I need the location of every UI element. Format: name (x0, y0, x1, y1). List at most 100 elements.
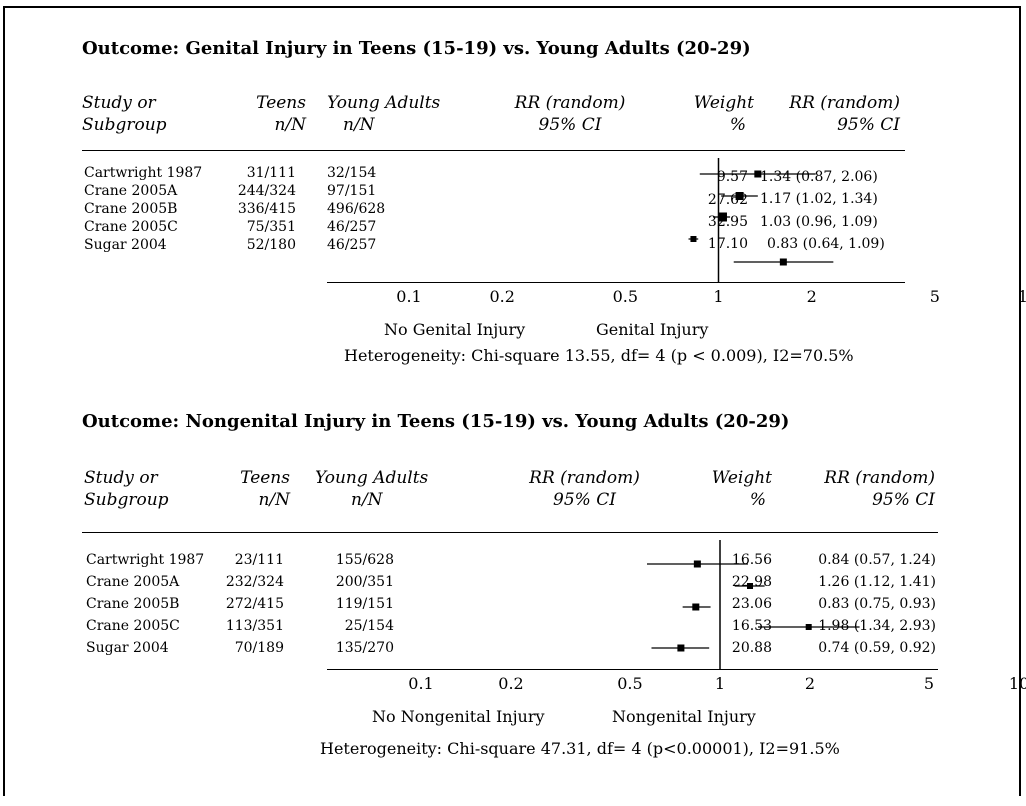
header-study: Study or Subgroup (84, 467, 169, 511)
header-adults-line2: n/N (351, 490, 383, 510)
header-study-line1: Study or (84, 468, 158, 488)
tick-label: 5 (930, 287, 940, 306)
header-teens: Teens n/N (220, 467, 290, 511)
header-rr-text-line1: RR (random) (789, 93, 900, 113)
adults-count: 97/151 (327, 183, 377, 199)
teens-count: 336/415 (237, 201, 296, 217)
header-rr-text-line1: RR (random) (824, 468, 935, 488)
adults-count: 32/154 (327, 165, 377, 181)
header-rr-plot-line2: 95% CI (553, 490, 616, 510)
header-weight-line2: % (749, 490, 766, 510)
header-weight-line2: % (729, 115, 746, 135)
effect-marker (693, 560, 701, 568)
tick-label: 10 (1009, 674, 1026, 693)
tick-label: 2 (805, 674, 815, 693)
adults-count: 135/270 (335, 640, 394, 656)
teens-count: 232/324 (225, 574, 284, 590)
tick-label: 1 (713, 287, 723, 306)
header-rule (82, 532, 938, 533)
tick-label: 10 (1018, 287, 1026, 306)
study-name: Cartwright 1987 (84, 165, 203, 181)
header-adults: Young Adults n/N (327, 92, 440, 136)
favours-right-label: Genital Injury (596, 320, 709, 339)
teens-count: 272/415 (225, 596, 284, 612)
effect-marker (677, 644, 685, 652)
adults-count: 46/257 (327, 237, 377, 253)
effect-marker (690, 236, 697, 242)
rr-ci-text: 1.26 (1.12, 1.41) (818, 574, 936, 590)
adults-count: 25/154 (344, 618, 394, 634)
header-teens-line1: Teens (240, 468, 290, 488)
study-name: Sugar 2004 (84, 237, 167, 253)
weight-value: 23.06 (731, 596, 772, 612)
study-name: Crane 2005C (84, 219, 178, 235)
favours-left-label: No Genital Injury (384, 320, 526, 339)
tick-label: 0.2 (489, 287, 514, 306)
teens-count: 244/324 (237, 183, 296, 199)
teens-count: 23/111 (234, 552, 284, 568)
effect-marker (692, 603, 700, 611)
forest-plot-area: 0.1 0.2 0.5 1 2 5 10 (396, 158, 1026, 306)
header-study-line2: Subgroup (84, 490, 169, 510)
adults-count: 119/151 (335, 596, 394, 612)
teens-count: 113/351 (225, 618, 284, 634)
tick-label: 2 (807, 287, 817, 306)
favours-right-label: Nongenital Injury (612, 707, 756, 726)
header-adults-line1: Young Adults (327, 93, 441, 113)
rr-ci-text: 1.03 (0.96, 1.09) (760, 214, 878, 230)
teens-count: 75/351 (246, 219, 296, 235)
axis-rule (327, 282, 905, 283)
rr-ci-text: 1.98 (1.34, 2.93) (818, 618, 936, 634)
header-teens-line1: Teens (256, 93, 306, 113)
rr-ci-text: 0.74 (0.59, 0.92) (818, 640, 936, 656)
weight-value: 9.57 (716, 169, 748, 185)
effect-marker (735, 192, 744, 200)
header-weight-line1: Weight (693, 93, 754, 113)
header-rr-plot: RR (random) 95% CI (500, 92, 640, 136)
header-rr-text-line2: 95% CI (837, 115, 900, 135)
effect-marker (717, 212, 727, 222)
axis-rule (327, 669, 938, 670)
rr-ci-text: 1.17 (1.02, 1.34) (760, 191, 878, 207)
panel-title: Outcome: Genital Injury in Teens (15-19)… (82, 38, 751, 59)
header-study-line2: Subgroup (82, 115, 167, 135)
header-teens-line2: n/N (258, 490, 290, 510)
header-rr-plot-line1: RR (random) (514, 93, 626, 113)
tick-label: 0.5 (617, 674, 642, 693)
tick-label: 0.2 (498, 674, 523, 693)
header-rr-text: RR (random) 95% CI (760, 92, 900, 136)
rr-ci-text: 0.83 (0.75, 0.93) (818, 596, 936, 612)
study-name: Crane 2005B (84, 201, 178, 217)
header-study: Study or Subgroup (82, 92, 167, 136)
study-name: Crane 2005A (84, 183, 178, 199)
rr-ci-text: 0.84 (0.57, 1.24) (818, 552, 936, 568)
adults-count: 496/628 (327, 201, 386, 217)
effect-marker (747, 583, 754, 589)
study-name: Cartwright 1987 (86, 552, 205, 568)
rr-ci-text: 0.83 (0.64, 1.09) (767, 236, 885, 252)
study-name: Crane 2005A (86, 574, 180, 590)
tick-label: 1 (715, 674, 725, 693)
panel-title: Outcome: Nongenital Injury in Teens (15-… (82, 411, 790, 432)
study-name: Crane 2005C (86, 618, 180, 634)
rr-ci-text: 1.34 (0.87, 2.06) (760, 169, 878, 185)
teens-count: 31/111 (246, 165, 296, 181)
header-adults-line1: Young Adults (315, 468, 429, 488)
header-weight-line1: Weight (711, 468, 772, 488)
favours-left-label: No Nongenital Injury (372, 707, 545, 726)
effect-marker (805, 624, 812, 630)
heterogeneity-text: Heterogeneity: Chi-square 13.55, df= 4 (… (344, 346, 854, 365)
header-weight: Weight % (680, 92, 754, 136)
header-teens-line2: n/N (274, 115, 306, 135)
teens-count: 52/180 (246, 237, 296, 253)
header-rr-plot: RR (random) 95% CI (512, 467, 657, 511)
header-weight: Weight % (700, 467, 772, 511)
header-rr-plot-line1: RR (random) (529, 468, 640, 488)
header-study-line1: Study or (82, 93, 156, 113)
heterogeneity-text: Heterogeneity: Chi-square 47.31, df= 4 (… (320, 739, 840, 758)
header-rr-plot-line2: 95% CI (538, 115, 602, 135)
header-rr-text: RR (random) 95% CI (790, 467, 935, 511)
figure-frame (3, 6, 1021, 796)
adults-count: 46/257 (327, 219, 377, 235)
